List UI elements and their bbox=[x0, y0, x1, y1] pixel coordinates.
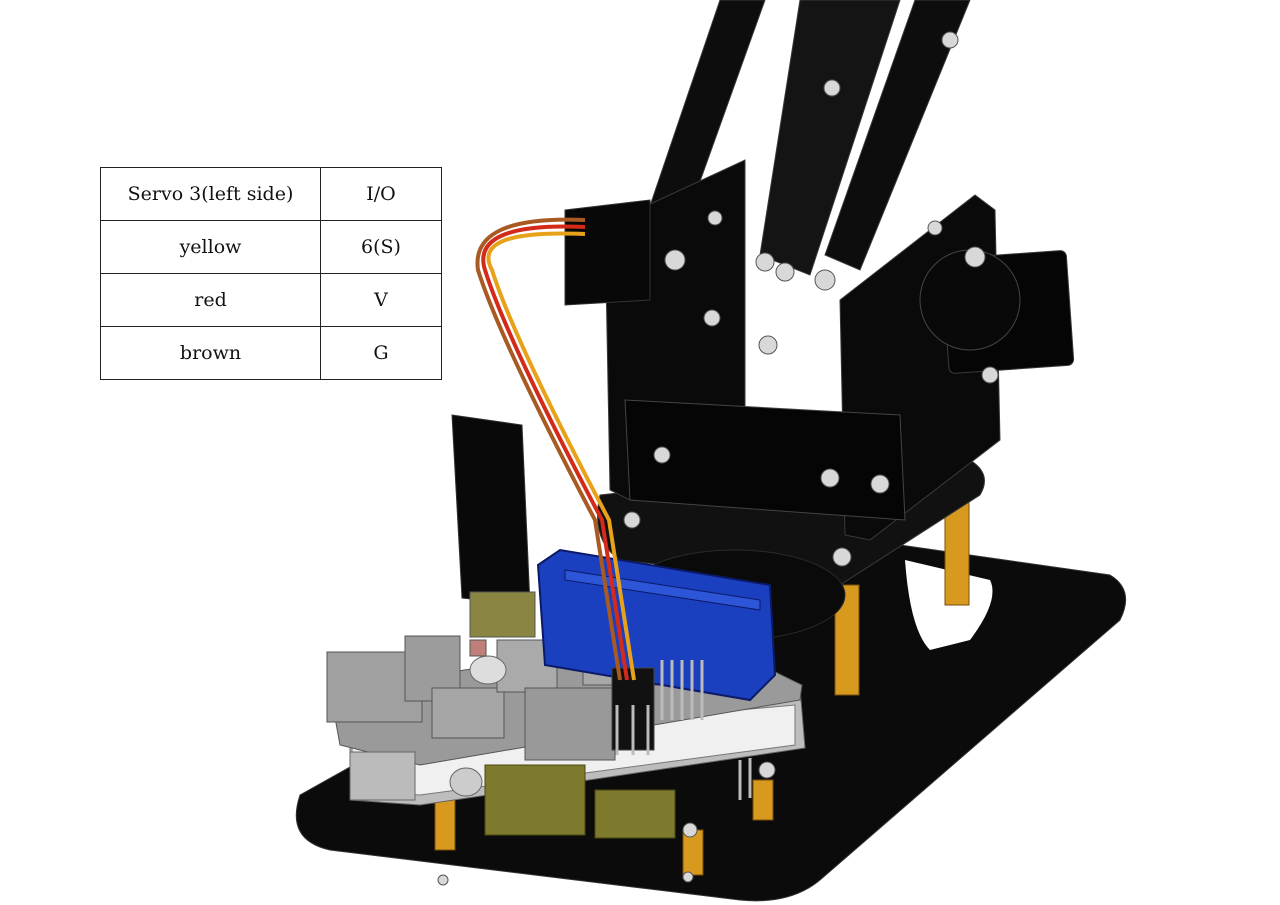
bluetooth-module bbox=[451, 414, 531, 606]
brass-standoff bbox=[434, 799, 456, 851]
wire-color-cell: red bbox=[100, 273, 321, 327]
servo-wires bbox=[475, 217, 636, 681]
wiring-table: Servo 3(left side) I/O yellow 6(S) red V… bbox=[100, 167, 442, 380]
power-jack bbox=[524, 687, 616, 761]
arm-link-middle bbox=[759, 0, 901, 276]
wire-color-cell: brown bbox=[100, 326, 321, 380]
screws bbox=[437, 31, 999, 886]
servo-3-blue bbox=[536, 548, 777, 702]
table-row: yellow 6(S) bbox=[100, 220, 442, 274]
pin-cell: G bbox=[320, 326, 442, 380]
red-wire bbox=[481, 224, 629, 681]
header-io: I/O bbox=[320, 167, 442, 221]
table-row: brown G bbox=[100, 326, 442, 380]
arm-link-right bbox=[824, 0, 971, 271]
pin-cell: V bbox=[320, 273, 442, 327]
brown-wire bbox=[475, 217, 622, 681]
table-header-row: Servo 3(left side) I/O bbox=[100, 167, 442, 221]
brass-standoff bbox=[752, 779, 774, 821]
wire-color-cell: yellow bbox=[100, 220, 321, 274]
table-row: red V bbox=[100, 273, 442, 327]
header-servo: Servo 3(left side) bbox=[100, 167, 321, 221]
arm-front-plate bbox=[624, 399, 906, 521]
yellow-wire bbox=[486, 231, 636, 681]
pin-cell: 6(S) bbox=[320, 220, 442, 274]
